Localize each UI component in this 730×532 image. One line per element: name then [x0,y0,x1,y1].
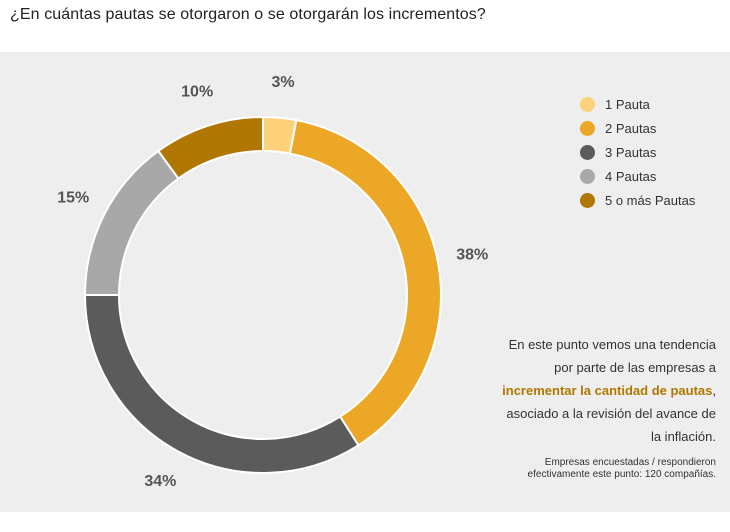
chart-title: ¿En cuántas pautas se otorgaron o se oto… [10,6,486,23]
source-line: Empresas encuestadas / respondieron [544,457,716,468]
legend-swatch [580,144,595,160]
legend-item: 1 Pauta [580,92,695,116]
note-line-highlight: incrementar la cantidad de pautas, [456,379,716,402]
legend-label: 2 Pautas [605,120,657,136]
slice-percent-label: 34% [144,473,176,490]
legend-label: 3 Pautas [605,144,657,160]
legend-swatch [580,96,595,112]
donut-slice [83,149,180,296]
source-note: Empresas encuestadas / respondieron efec… [456,457,716,481]
slice-percent-label: 10% [181,84,213,101]
legend-item: 3 Pautas [580,140,695,164]
donut-slice [83,294,360,474]
note-line: En este punto vemos una tendencia [508,337,716,352]
note-line: la inflación. [650,429,716,444]
legend-label: 5 o más Pautas [605,192,696,208]
source-line: efectivamente este punto: 120 compañías. [527,469,716,480]
legend-swatch [580,120,595,136]
note-line: asociado a la revisión del avance de [506,406,716,421]
note-line: por parte de las empresas a [554,360,716,375]
slice-percent-label: 38% [456,246,488,263]
annotation-note: En este punto vemos una tendencia por pa… [456,333,716,448]
legend-item: 2 Pautas [580,116,695,140]
legend-item: 5 o más Pautas [580,188,695,212]
chart-legend: 1 Pauta 2 Pautas 3 Pautas 4 Pautas 5 o más P… [580,92,695,212]
legend-label: 4 Pautas [605,168,657,184]
legend-swatch [580,192,595,208]
slice-percent-label: 15% [57,190,89,207]
donut-slice [288,118,442,447]
slice-percent-label: 3% [271,74,294,91]
note-comma: , [712,383,716,398]
donut-slice [156,115,264,180]
note-highlight: incrementar la cantidad de pautas [502,383,713,398]
legend-item: 4 Pautas [580,164,695,188]
legend-swatch [580,168,595,184]
legend-label: 1 Pauta [605,96,650,112]
